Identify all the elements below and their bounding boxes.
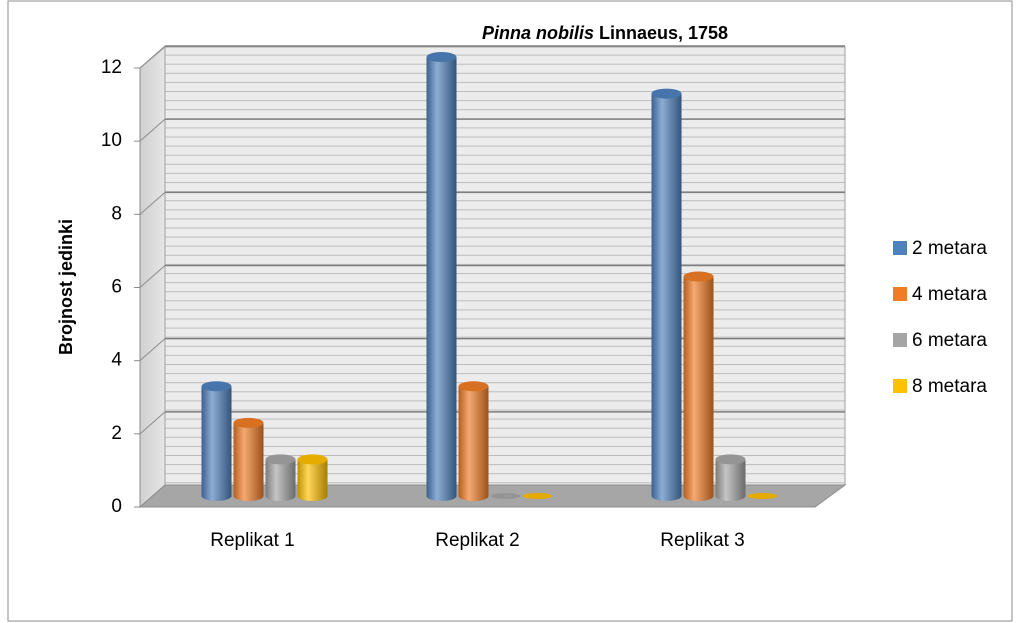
bar-body xyxy=(265,459,296,496)
bar-body xyxy=(715,459,746,496)
bar xyxy=(683,271,714,501)
bar-body xyxy=(458,386,489,496)
x-tick-label: Replikat 2 xyxy=(435,530,520,551)
legend-label: 2 metara xyxy=(912,238,987,259)
bar-top xyxy=(458,381,489,392)
bar xyxy=(458,381,489,501)
bar-body xyxy=(201,386,232,496)
bar xyxy=(426,52,457,501)
side-grid-line xyxy=(139,411,166,435)
x-tick-label: Replikat 1 xyxy=(210,530,295,551)
legend-swatch xyxy=(893,379,907,393)
bar-top xyxy=(265,454,296,465)
bar xyxy=(297,454,328,501)
title-italic: Pinna nobilis xyxy=(482,23,594,43)
y-tick-label: 10 xyxy=(101,130,122,151)
bar xyxy=(651,88,682,501)
side-grid-line xyxy=(139,265,166,288)
bar-body xyxy=(297,459,328,496)
bar-top xyxy=(715,454,746,465)
y-tick-label: 4 xyxy=(111,350,122,371)
bar-top xyxy=(426,52,457,62)
y-tick-label: 0 xyxy=(111,496,122,517)
side-grid-line xyxy=(139,45,166,69)
y-tick-label: 8 xyxy=(111,203,122,224)
bar xyxy=(747,493,778,499)
legend-label: 6 metara xyxy=(912,330,987,351)
legend-label: 4 metara xyxy=(912,284,987,305)
bar-body xyxy=(651,93,682,496)
y-axis-label: Brojnost jedinki xyxy=(56,219,76,355)
y-tick-label: 2 xyxy=(111,423,122,444)
bar xyxy=(715,454,746,501)
x-tick-label: Replikat 3 xyxy=(660,530,745,551)
bar xyxy=(201,381,232,501)
side-grid-line xyxy=(139,338,166,362)
bar-top xyxy=(297,454,328,465)
side-grid-line xyxy=(139,191,166,215)
bar xyxy=(233,417,264,501)
bar xyxy=(522,493,553,499)
legend-swatch xyxy=(893,287,907,301)
bar-top xyxy=(683,271,714,282)
side-grid-line xyxy=(139,118,166,142)
chart-title: Pinna nobilis Linnaeus, 1758 xyxy=(482,23,728,43)
bar xyxy=(490,493,521,499)
bar-body xyxy=(683,276,714,496)
y-tick-label: 12 xyxy=(101,57,122,78)
legend-swatch xyxy=(893,333,907,347)
bar-body xyxy=(426,57,457,496)
bar-top xyxy=(233,417,264,428)
bar-top xyxy=(201,381,232,392)
bar-body xyxy=(233,422,264,496)
bar-top xyxy=(490,493,521,499)
bar-top xyxy=(651,88,682,99)
y-tick-label: 6 xyxy=(111,277,122,298)
bar-top xyxy=(747,493,778,499)
bar-top xyxy=(522,493,553,499)
legend-label: 8 metara xyxy=(912,376,987,397)
bar xyxy=(265,454,296,501)
legend-swatch xyxy=(893,241,907,255)
title-rest: Linnaeus, 1758 xyxy=(599,23,728,43)
